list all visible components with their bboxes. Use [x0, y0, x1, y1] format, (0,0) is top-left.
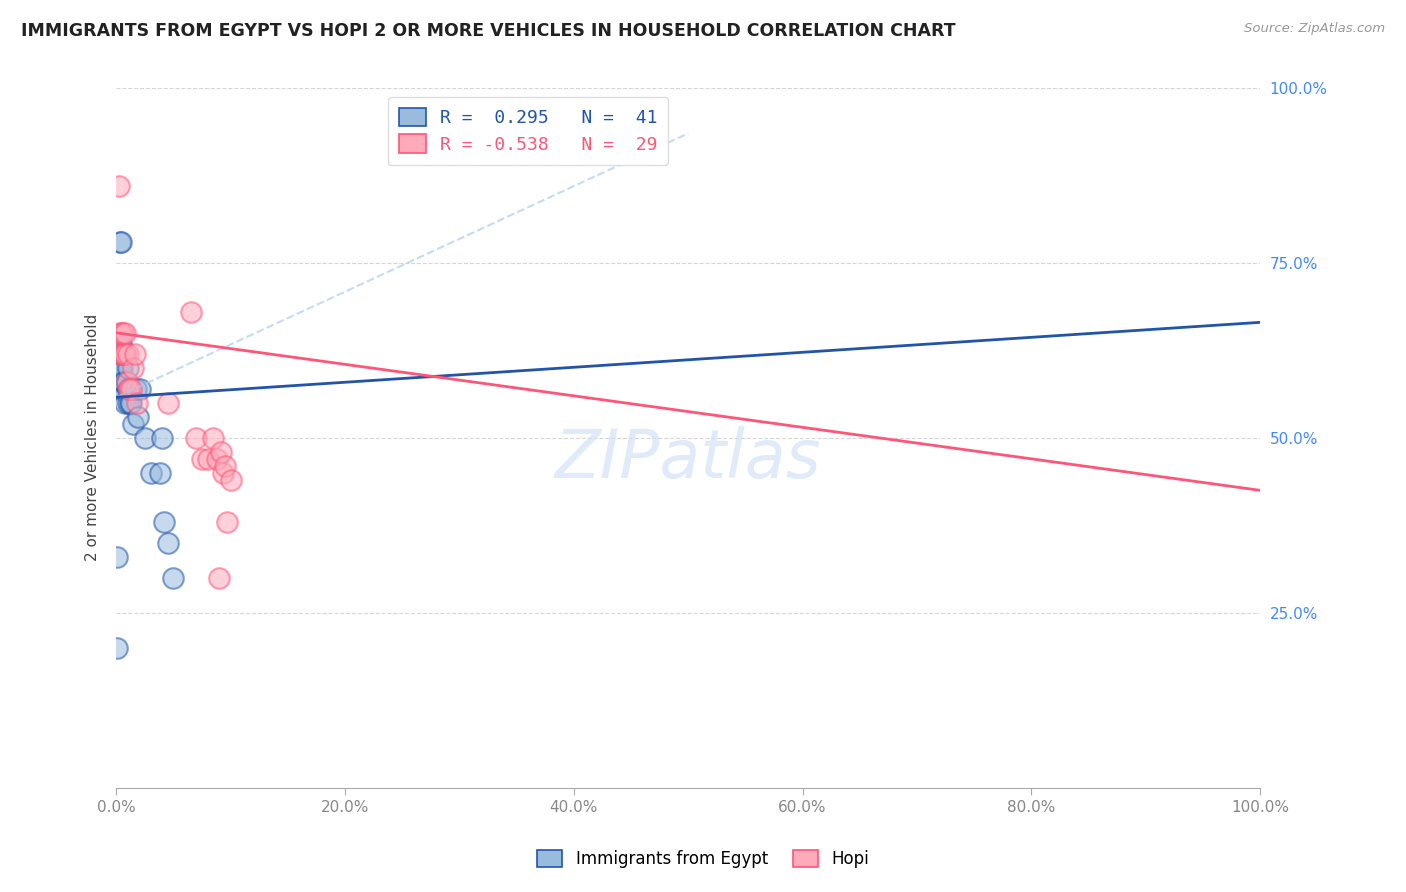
Point	[112, 375, 135, 389]
Point	[107, 640, 129, 655]
Point	[112, 326, 135, 340]
Point	[117, 360, 139, 375]
Point	[112, 347, 135, 361]
Y-axis label: 2 or more Vehicles in Household: 2 or more Vehicles in Household	[86, 314, 100, 561]
Point	[219, 473, 242, 487]
Point	[118, 382, 141, 396]
Point	[110, 360, 132, 375]
Point	[208, 571, 231, 585]
Point	[162, 571, 184, 585]
Point	[115, 375, 138, 389]
Point	[114, 347, 136, 361]
Point	[110, 347, 132, 361]
Point	[108, 235, 131, 249]
Point	[110, 382, 132, 396]
Point	[211, 466, 233, 480]
Point	[117, 347, 139, 361]
Point	[205, 451, 228, 466]
Point	[139, 466, 162, 480]
Point	[120, 382, 142, 396]
Point	[186, 431, 208, 445]
Point	[153, 515, 176, 529]
Point	[111, 382, 134, 396]
Point	[110, 326, 132, 340]
Point	[217, 515, 239, 529]
Point	[107, 549, 129, 564]
Point	[118, 382, 141, 396]
Point	[115, 375, 138, 389]
Point	[107, 347, 129, 361]
Point	[107, 375, 129, 389]
Text: ZIPatlas: ZIPatlas	[555, 425, 821, 491]
Point	[111, 347, 134, 361]
Point	[114, 396, 136, 410]
Point	[191, 451, 214, 466]
Point	[110, 340, 132, 354]
Point	[110, 235, 132, 249]
Point	[156, 396, 179, 410]
Point	[134, 431, 156, 445]
Legend: Immigrants from Egypt, Hopi: Immigrants from Egypt, Hopi	[530, 843, 876, 875]
Point	[108, 326, 131, 340]
Point	[149, 466, 172, 480]
Point	[197, 451, 219, 466]
Point	[107, 360, 129, 375]
Text: IMMIGRANTS FROM EGYPT VS HOPI 2 OR MORE VEHICLES IN HOUSEHOLD CORRELATION CHART: IMMIGRANTS FROM EGYPT VS HOPI 2 OR MORE …	[21, 22, 956, 40]
Point	[108, 382, 131, 396]
Point	[117, 396, 139, 410]
Point	[125, 382, 148, 396]
Point	[112, 347, 135, 361]
Point	[108, 360, 131, 375]
Point	[122, 360, 145, 375]
Point	[111, 347, 134, 361]
Point	[125, 396, 148, 410]
Point	[112, 347, 135, 361]
Point	[108, 347, 131, 361]
Point	[127, 409, 149, 424]
Legend: R =  0.295   N =  41, R = -0.538   N =  29: R = 0.295 N = 41, R = -0.538 N = 29	[388, 97, 668, 164]
Point	[202, 431, 225, 445]
Point	[124, 347, 146, 361]
Point	[156, 536, 179, 550]
Point	[114, 347, 136, 361]
Point	[114, 326, 136, 340]
Point	[150, 431, 173, 445]
Point	[180, 305, 202, 319]
Point	[107, 178, 129, 193]
Point	[214, 458, 236, 473]
Point	[117, 382, 139, 396]
Text: Source: ZipAtlas.com: Source: ZipAtlas.com	[1244, 22, 1385, 36]
Point	[112, 375, 135, 389]
Point	[118, 396, 141, 410]
Point	[122, 417, 145, 431]
Point	[111, 340, 134, 354]
Point	[129, 382, 152, 396]
Point	[120, 396, 142, 410]
Point	[111, 360, 134, 375]
Point	[211, 445, 233, 459]
